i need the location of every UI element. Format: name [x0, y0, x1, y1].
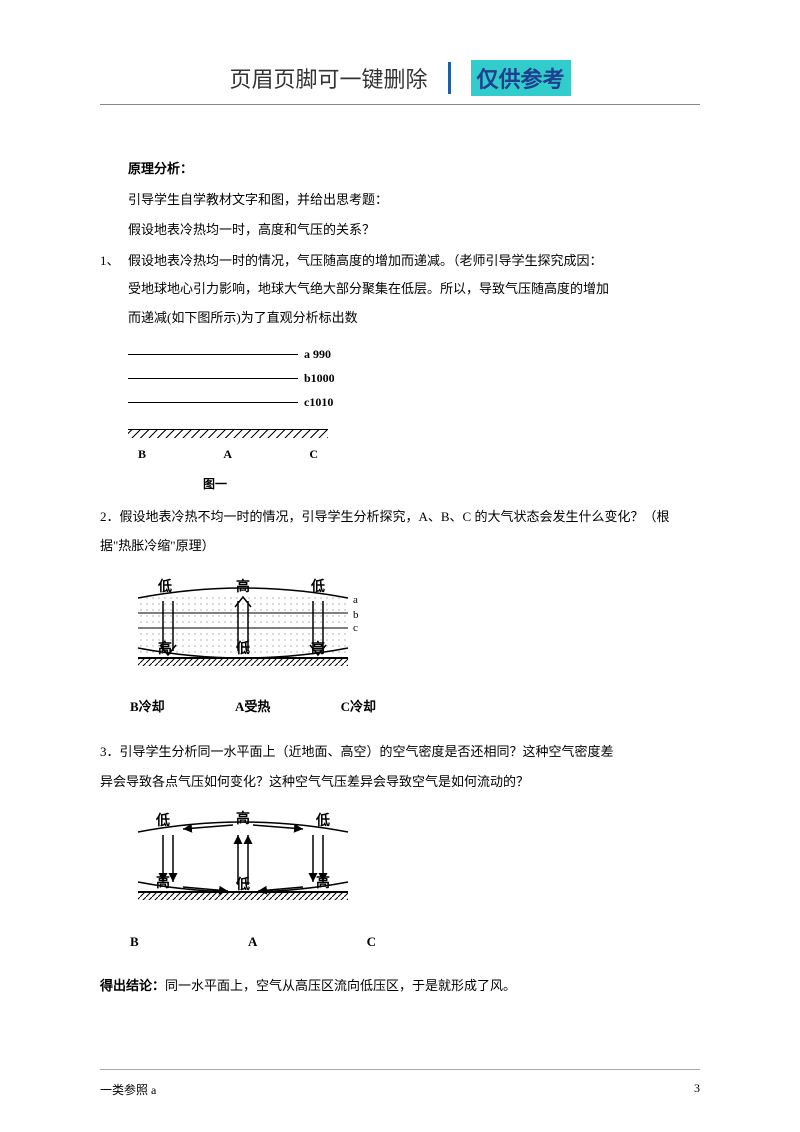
fig1-ground: [128, 429, 328, 439]
fig1-label-b: b1000: [298, 365, 335, 391]
header-divider: [448, 62, 451, 94]
fig3-label-B: B: [130, 928, 139, 957]
fig1-B: B: [138, 441, 146, 467]
conclusion-text: 同一水平面上，空气从高压区流向低压区，于是就形成了风。: [165, 978, 516, 993]
fig2-bot-right: 高: [311, 640, 325, 657]
fig2-side-a: a: [353, 594, 358, 606]
fig3-bottom-labels: B A C: [128, 928, 378, 957]
header-badge: 仅供参考: [471, 60, 571, 96]
item1: 1、 假设地表冷热均一时的情况，气压随高度的增加而递减。（老师引导学生探究成因：…: [100, 247, 700, 333]
conclusion: 得出结论：同一水平面上，空气从高压区流向低压区，于是就形成了风。: [100, 972, 700, 1001]
svg-text:高: 高: [316, 874, 330, 891]
figure-3: 低 高 低 高 低 高 B A C: [128, 807, 378, 956]
item1-l3: 而递减(如下图所示)为了直观分析标出数: [128, 304, 700, 333]
header-text: 页眉页脚可一键删除: [229, 62, 427, 94]
fig1-A: A: [223, 441, 232, 467]
footer-right: 3: [694, 1081, 700, 1098]
item2: 2．假设地表冷热不均一时的情况，引导学生分析探究，A、B、C 的大气状态会发生什…: [100, 503, 700, 560]
fig1-caption: 图一: [128, 471, 388, 497]
item1-l2: 受地球地心引力影响，地球大气绝大部分聚集在低层。所以，导致气压随高度的增加: [128, 275, 700, 304]
fig2-bot-left: 高: [158, 640, 172, 657]
page-footer: 一类参照 a 3: [100, 1081, 700, 1098]
intro-line1: 引导学生自学教材文字和图，并给出思考题：: [100, 186, 700, 215]
conclusion-label: 得出结论：: [100, 978, 165, 993]
fig2-label-B: B冷却: [130, 693, 165, 722]
item3-l1: 3．引导学生分析同一水平面上（近地面、高空）的空气密度是否还相同？这种空气密度差: [100, 738, 700, 767]
fig1-label-c: c1010: [298, 389, 333, 415]
figure-1: a 990 b1000 c1010 B A C 图一: [128, 343, 388, 498]
item1-body: 假设地表冷热均一时的情况，气压随高度的增加而递减。（老师引导学生探究成因： 受地…: [128, 247, 700, 333]
section-title: 原理分析：: [100, 155, 700, 184]
svg-text:低: 低: [235, 876, 250, 893]
figure-2-svg: 低 高 低 高 低 高 a b c: [128, 573, 378, 683]
fig2-top-mid: 高: [236, 578, 250, 595]
footer-rule: [100, 1069, 700, 1070]
fig1-points: B A C: [128, 441, 328, 467]
figure-2: 低 高 低 高 低 高 a b c B冷却 A受热 C冷却: [128, 573, 378, 722]
figure-3-svg: 低 高 低 高 低 高: [128, 807, 378, 917]
fig1-label-a: a 990: [298, 341, 331, 367]
item3-l2: 异会导致各点气压如何变化？这种空气气压差异会导致空气是如何流动的？: [100, 768, 700, 797]
fig3-label-C: C: [367, 928, 376, 957]
fig2-label-C: C冷却: [341, 693, 376, 722]
fig2-side-c: c: [353, 622, 358, 634]
fig2-label-A: A受热: [235, 693, 270, 722]
intro-line2: 假设地表冷热均一时，高度和气压的关系？: [100, 216, 700, 245]
fig2-side-b: b: [353, 609, 359, 621]
fig2-top-right: 低: [310, 578, 325, 595]
fig1-C: C: [309, 441, 318, 467]
svg-text:低: 低: [315, 812, 330, 829]
fig2-top-left: 低: [157, 578, 172, 595]
document-content: 原理分析： 引导学生自学教材文字和图，并给出思考题： 假设地表冷热均一时，高度和…: [100, 155, 700, 1001]
svg-text:高: 高: [236, 810, 250, 827]
svg-text:低: 低: [155, 812, 170, 829]
fig2-bot-mid: 低: [235, 640, 250, 657]
fig3-label-A: A: [248, 928, 257, 957]
item1-number: 1、: [100, 247, 128, 333]
fig2-bottom-labels: B冷却 A受热 C冷却: [128, 693, 378, 722]
footer-left: 一类参照 a: [100, 1081, 156, 1098]
svg-text:高: 高: [156, 874, 170, 891]
header-rule: [100, 104, 700, 105]
page-header: 页眉页脚可一键删除 仅供参考: [100, 60, 700, 96]
item1-l1: 假设地表冷热均一时的情况，气压随高度的增加而递减。（老师引导学生探究成因：: [128, 247, 700, 276]
